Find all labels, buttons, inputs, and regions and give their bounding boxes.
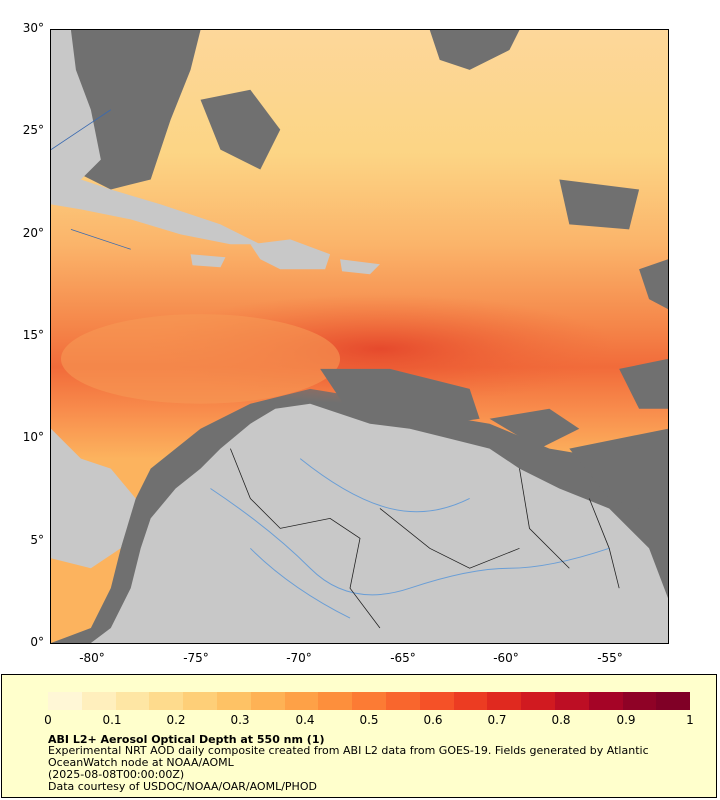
legend-credit: Data courtesy of USDOC/NOAA/OAR/AOML/PHO… (48, 780, 317, 793)
lon-label-80: -80° (79, 651, 105, 665)
land-jamaica (190, 254, 226, 268)
country-borders (230, 448, 620, 629)
cb-label-0-3: 0.3 (230, 713, 250, 727)
land-hispaniola (250, 239, 331, 270)
cb-label-0-7: 0.7 (487, 713, 507, 727)
lat-label-20: 20° (22, 226, 44, 240)
aod-map (51, 30, 668, 643)
no-data-gap-north (70, 30, 201, 190)
cb-label-0: 0 (44, 713, 52, 727)
land-south-america (90, 403, 668, 643)
cb-label-1: 1 (686, 713, 694, 727)
lat-label-25: 25° (22, 123, 44, 137)
cb-label-0-5: 0.5 (359, 713, 379, 727)
legend-description: Experimental NRT AOD daily composite cre… (48, 744, 649, 769)
lon-label-65: -65° (390, 651, 416, 665)
cb-label-0-9: 0.9 (616, 713, 636, 727)
legend-date: (2025-08-08T00:00:00Z) (48, 768, 185, 781)
cb-label-0-8: 0.8 (551, 713, 571, 727)
colorbar (48, 692, 691, 710)
legend-title: ABI L2+ Aerosol Optical Depth at 550 nm … (48, 733, 325, 746)
land-central-america (51, 428, 136, 569)
rivers (210, 488, 610, 596)
cb-label-0-4: 0.4 (295, 713, 315, 727)
cb-label-0-1: 0.1 (102, 713, 122, 727)
cb-label-0-2: 0.2 (166, 713, 186, 727)
land-florida-bahamas (51, 30, 101, 180)
lon-label-60: -60° (493, 651, 519, 665)
lat-label-10: 10° (22, 430, 44, 444)
legend-panel: 0 0.1 0.2 0.3 0.4 0.5 0.6 0.7 0.8 0.9 1 … (1, 674, 717, 798)
map-area[interactable] (50, 29, 669, 644)
land-cuba (51, 169, 261, 245)
land-puerto-rico (340, 259, 380, 275)
lon-label-70: -70° (286, 651, 312, 665)
lat-label-5: 5° (30, 533, 44, 547)
cb-label-0-6: 0.6 (423, 713, 443, 727)
lon-label-55: -55° (597, 651, 623, 665)
lon-label-75: -75° (183, 651, 209, 665)
lat-label-15: 15° (22, 328, 44, 342)
lat-label-0: 0° (30, 635, 44, 649)
lat-label-30: 30° (22, 21, 44, 35)
